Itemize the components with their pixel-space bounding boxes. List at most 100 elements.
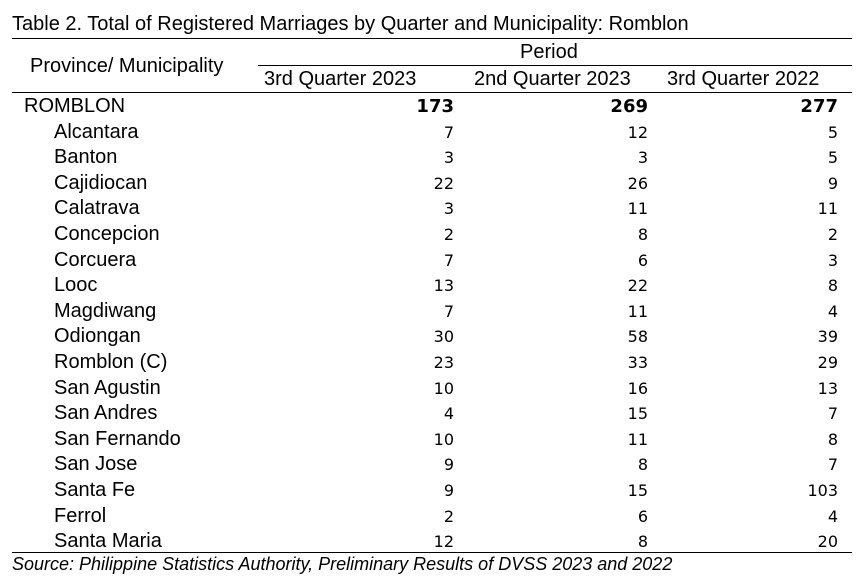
row-value-3: 3 — [827, 250, 838, 270]
bottom-rule — [12, 552, 852, 553]
row-value-3: 39 — [817, 327, 838, 347]
row-value-3: 20 — [817, 532, 838, 552]
row-name: Romblon (C) — [54, 350, 168, 373]
municipality-row: San Agustin 10 16 13 — [12, 376, 852, 402]
municipality-row: Magdiwang 7 11 4 — [12, 299, 852, 325]
row-value-2: 22 — [627, 276, 648, 296]
row-value-2: 269 — [610, 96, 648, 117]
row-value-3: 103 — [807, 480, 838, 500]
row-name: Odiongan — [54, 325, 141, 348]
col-header-2q2023: 2nd Quarter 2023 — [474, 68, 631, 90]
row-value-2: 16 — [627, 378, 648, 398]
row-name: ROMBLON — [24, 95, 126, 117]
row-value-3: 4 — [827, 506, 838, 526]
row-value-3: 2 — [827, 224, 838, 244]
row-value-1: 10 — [433, 429, 454, 449]
municipality-row: Calatrava 3 11 11 — [12, 196, 852, 222]
municipality-row: San Fernando 10 11 8 — [12, 427, 852, 453]
row-value-3: 29 — [817, 352, 838, 372]
row-name: Alcantara — [54, 120, 139, 143]
row-value-2: 11 — [627, 301, 648, 321]
row-name: Magdiwang — [54, 299, 157, 322]
row-name: Banton — [54, 146, 118, 169]
row-value-1: 7 — [443, 122, 454, 142]
row-name: San Andres — [54, 402, 158, 425]
row-value-2: 15 — [627, 480, 648, 500]
row-value-3: 8 — [827, 429, 838, 449]
row-value-1: 9 — [443, 480, 454, 500]
row-value-2: 12 — [627, 122, 648, 142]
row-name: Concepcion — [54, 222, 160, 245]
row-name: Santa Fe — [54, 478, 136, 501]
row-value-3: 11 — [817, 199, 838, 219]
table-body: ROMBLON 173 269 277 Alcantara 7 12 5 Banton 3 3 5 Ca… — [12, 94, 852, 555]
municipality-row: Alcantara 7 12 5 — [12, 120, 852, 146]
table-title: Table 2. Total of Registered Marriages b… — [12, 13, 689, 35]
row-value-1: 9 — [443, 455, 454, 475]
municipality-row: Santa Fe 9 15 103 — [12, 478, 852, 504]
row-value-1: 4 — [443, 404, 454, 424]
row-name: San Jose — [54, 453, 138, 476]
municipality-row: Concepcion 2 8 2 — [12, 222, 852, 248]
row-value-2: 11 — [627, 199, 648, 219]
period-header: Period — [520, 41, 578, 63]
row-value-1: 10 — [433, 378, 454, 398]
row-value-1: 7 — [443, 301, 454, 321]
row-name: Looc — [54, 274, 98, 297]
row-name: San Fernando — [54, 427, 181, 450]
row-value-2: 3 — [637, 148, 648, 168]
municipality-row: Santa Maria 12 8 20 — [12, 529, 852, 555]
row-value-3: 13 — [817, 378, 838, 398]
row-value-1: 3 — [443, 199, 454, 219]
marriages-table: ROMBLON 173 269 277 Alcantara 7 12 5 Banton 3 3 5 Ca… — [12, 94, 852, 555]
row-value-1: 3 — [443, 148, 454, 168]
row-value-2: 33 — [627, 352, 648, 372]
row-value-2: 15 — [627, 404, 648, 424]
municipality-row: Ferrol 2 6 4 — [12, 504, 852, 530]
municipality-row: Romblon (C) 23 33 29 — [12, 350, 852, 376]
province-row: ROMBLON 173 269 277 — [12, 94, 852, 120]
row-value-2: 58 — [627, 327, 648, 347]
top-rule — [12, 38, 852, 39]
row-value-1: 23 — [433, 352, 454, 372]
row-name: San Agustin — [54, 376, 161, 399]
row-value-3: 5 — [827, 122, 838, 142]
row-value-3: 4 — [827, 301, 838, 321]
row-value-1: 22 — [433, 173, 454, 193]
row-name: Ferrol — [54, 504, 107, 527]
col-header-3q2023: 3rd Quarter 2023 — [264, 68, 417, 90]
row-value-3: 277 — [800, 96, 838, 117]
row-value-2: 6 — [637, 250, 648, 270]
row-value-3: 7 — [827, 404, 838, 424]
municipality-row: Looc 13 22 8 — [12, 273, 852, 299]
municipality-row: Cajidiocan 22 26 9 — [12, 171, 852, 197]
row-value-2: 8 — [637, 455, 648, 475]
municipality-row: San Jose 9 8 7 — [12, 452, 852, 478]
row-name: Corcuera — [54, 248, 137, 271]
row-value-2: 6 — [637, 506, 648, 526]
row-value-1: 7 — [443, 250, 454, 270]
municipality-row: Odiongan 30 58 39 — [12, 324, 852, 350]
municipality-row: San Andres 4 15 7 — [12, 401, 852, 427]
row-value-1: 13 — [433, 276, 454, 296]
row-value-1: 2 — [443, 506, 454, 526]
row-value-2: 8 — [637, 224, 648, 244]
row-value-1: 173 — [416, 96, 454, 117]
row-value-2: 26 — [627, 173, 648, 193]
row-value-1: 12 — [433, 532, 454, 552]
row-value-2: 8 — [637, 532, 648, 552]
row-value-2: 11 — [627, 429, 648, 449]
row-label-header: Province/ Municipality — [30, 55, 224, 77]
header-rule — [12, 92, 852, 93]
source-note: Source: Philippine Statistics Authority,… — [12, 554, 673, 574]
row-value-3: 7 — [827, 455, 838, 475]
row-name: Calatrava — [54, 197, 140, 220]
row-value-3: 5 — [827, 148, 838, 168]
col-header-3q2022: 3rd Quarter 2022 — [667, 68, 820, 90]
row-value-3: 9 — [827, 173, 838, 193]
row-value-1: 2 — [443, 224, 454, 244]
row-name: Cajidiocan — [54, 171, 148, 194]
row-name: Santa Maria — [54, 530, 162, 553]
municipality-row: Corcuera 7 6 3 — [12, 248, 852, 274]
period-subrule — [258, 65, 852, 66]
